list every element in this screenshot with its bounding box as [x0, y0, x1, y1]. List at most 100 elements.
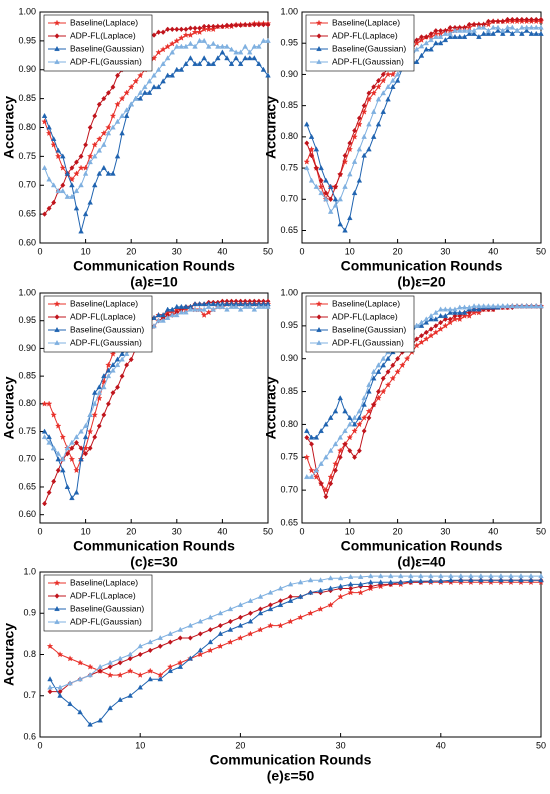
marker [523, 24, 530, 30]
marker [82, 164, 89, 171]
marker [413, 322, 420, 328]
marker [418, 322, 425, 328]
marker [457, 27, 463, 33]
marker [64, 193, 71, 199]
marker [217, 610, 224, 616]
marker [308, 434, 315, 440]
marker [169, 72, 175, 78]
y-tick-label: 0.6 [23, 731, 36, 741]
marker [187, 635, 193, 641]
y-tick-label: 0.85 [280, 100, 298, 110]
marker [389, 71, 397, 78]
marker [233, 22, 239, 28]
marker [127, 651, 133, 657]
marker [418, 573, 424, 579]
marker [447, 33, 453, 39]
marker [366, 146, 372, 152]
legend-marker [53, 300, 61, 307]
marker [418, 36, 425, 43]
marker [380, 90, 386, 96]
marker [303, 453, 310, 460]
marker [347, 171, 353, 177]
marker [174, 312, 180, 318]
y-axis-title: Accuracy [263, 96, 279, 159]
marker [327, 473, 334, 480]
marker [357, 589, 364, 596]
marker [384, 381, 392, 388]
marker [151, 314, 157, 320]
y-axis-title: Accuracy [1, 623, 17, 686]
marker [110, 84, 116, 90]
marker [73, 434, 80, 440]
marker [485, 27, 492, 33]
marker [247, 49, 253, 55]
marker [115, 384, 120, 390]
y-tick-label: 0.9 [23, 608, 36, 618]
marker [413, 46, 420, 52]
marker [147, 647, 153, 654]
marker [533, 30, 539, 36]
marker [50, 182, 57, 188]
marker [86, 153, 94, 160]
marker [60, 467, 66, 473]
marker [428, 37, 434, 43]
marker [196, 37, 203, 43]
marker [247, 597, 254, 603]
marker [60, 188, 66, 194]
marker [376, 77, 381, 84]
marker [447, 309, 453, 315]
y-tick-label: 0.80 [18, 398, 36, 408]
marker [69, 495, 75, 501]
marker [452, 313, 458, 319]
marker [447, 24, 453, 31]
marker [385, 369, 391, 375]
marker [509, 16, 515, 23]
marker [247, 610, 253, 616]
marker [509, 30, 516, 36]
marker [160, 317, 166, 323]
y-tick-label: 0.80 [280, 419, 298, 429]
marker [307, 589, 314, 595]
marker [370, 133, 377, 139]
marker [308, 473, 315, 479]
marker [206, 23, 212, 30]
marker [347, 421, 353, 427]
marker [375, 121, 382, 127]
marker [304, 121, 310, 127]
y-tick-label: 0.75 [280, 452, 298, 462]
marker [478, 573, 484, 579]
marker [66, 655, 74, 662]
marker [101, 384, 107, 390]
marker [307, 577, 314, 583]
marker [376, 388, 381, 395]
marker [466, 304, 473, 310]
marker [183, 309, 189, 315]
marker [117, 655, 123, 661]
marker [332, 196, 339, 202]
marker [47, 688, 53, 695]
marker [105, 124, 112, 131]
legend-label: Baseline(Gaussian) [70, 43, 144, 53]
marker [256, 60, 262, 66]
marker [127, 655, 133, 662]
marker [342, 227, 348, 233]
marker [237, 601, 244, 607]
marker [169, 26, 175, 33]
y-tick-label: 0.70 [18, 180, 36, 190]
marker [247, 22, 253, 28]
marker [187, 622, 194, 628]
marker [418, 52, 425, 58]
marker [151, 32, 157, 38]
marker [251, 301, 258, 307]
marker [167, 630, 173, 636]
marker [395, 356, 401, 362]
marker [105, 401, 111, 407]
marker [318, 190, 324, 196]
marker [227, 638, 234, 645]
marker [308, 467, 315, 474]
marker [69, 193, 75, 199]
marker [215, 43, 221, 49]
marker [123, 107, 130, 113]
marker [367, 573, 374, 579]
x-tick-label: 30 [336, 740, 346, 750]
